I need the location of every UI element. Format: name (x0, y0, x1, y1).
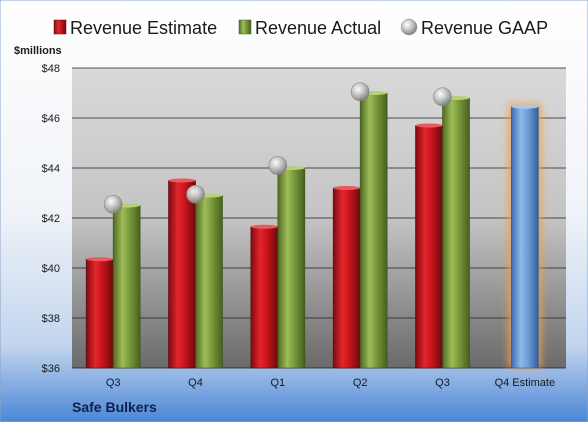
y-tick-label: $44 (42, 163, 60, 175)
gaap-markers (103, 82, 452, 214)
y-tick-label: $36 (42, 363, 60, 375)
bar-revenue-actual (112, 205, 141, 369)
bar-revenue-actual (195, 195, 223, 369)
x-tick-label: Q4 (188, 377, 203, 389)
company-name: Safe Bulkers (72, 399, 157, 415)
marker-revenue-gaap (103, 194, 123, 214)
bar-top (250, 224, 278, 229)
x-tick-label: Q2 (353, 377, 368, 389)
legend-item-revenue-gaap: Revenue GAAP (400, 18, 548, 38)
bar-revenue-estimate (168, 180, 196, 369)
x-tick-label: Q4 Estimate (495, 377, 556, 389)
y-tick-label: $40 (42, 263, 60, 275)
bar-revenue-actual (359, 92, 388, 369)
x-tick-label: Q3 (435, 377, 450, 389)
y-axis-unit-label: $millions (14, 45, 62, 57)
legend: Revenue Estimate Revenue Actual Revenue … (53, 18, 548, 38)
marker-revenue-gaap (186, 184, 205, 204)
bar-revenue-estimate (85, 258, 114, 369)
x-tick-label: Q1 (270, 377, 285, 389)
legend-item-revenue-actual: Revenue Actual (238, 18, 381, 38)
y-tick-label: $38 (42, 313, 60, 325)
y-tick-label: $42 (42, 213, 60, 225)
bars (85, 91, 542, 369)
marker-revenue-gaap (433, 87, 452, 107)
svg-text:Revenue Estimate: Revenue Estimate (70, 18, 217, 38)
bar-revenue-estimate (415, 125, 443, 369)
bar-top (168, 178, 196, 183)
marker-revenue-gaap (350, 82, 370, 102)
bar-revenue-estimate (250, 226, 279, 369)
bar-top (511, 104, 539, 109)
svg-text:Revenue Actual: Revenue Actual (255, 18, 381, 38)
bar-revenue-actual (442, 97, 470, 369)
y-tick-label: $48 (42, 63, 60, 75)
bar-revenue-estimate (332, 187, 361, 369)
bar-top (415, 123, 443, 128)
svg-text:Revenue GAAP: Revenue GAAP (421, 18, 548, 38)
bar-top (86, 257, 114, 262)
bar-top (333, 186, 361, 190)
x-tick-label: Q3 (106, 377, 121, 389)
x-axis-ticks: Q3 Q4 Q1 Q2 Q3 Q4 Estimate (106, 377, 555, 389)
bar-revenue-estimate (511, 106, 539, 369)
y-axis-ticks: $36 $38 $40 $42 $44 $46 $48 (42, 63, 60, 375)
marker-revenue-gaap (268, 156, 288, 175)
grid-lines (72, 67, 566, 369)
y-tick-label: $46 (42, 113, 60, 125)
legend-item-revenue-estimate: Revenue Estimate (53, 18, 217, 38)
bar-revenue-actual (277, 167, 306, 369)
